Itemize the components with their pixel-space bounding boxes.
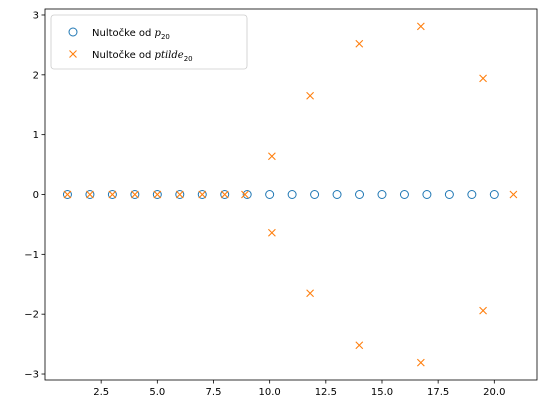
x-marker-stroke [416, 22, 425, 31]
p20-root-point [355, 190, 365, 199]
x-marker-stroke [153, 190, 162, 199]
y-tick-label: 2 [33, 70, 39, 81]
p20-root-point [85, 190, 95, 199]
ptilde20-root-point [268, 228, 276, 237]
y-tick-label: −3 [24, 370, 39, 381]
legend-label-text: Nultočke od [92, 27, 155, 39]
legend-label-subscript: 20 [161, 33, 170, 41]
x-marker-stroke [86, 190, 94, 199]
p20-root-point [287, 190, 297, 199]
x-tick-label: 2.5 [93, 387, 109, 398]
y-axis: −3 −2 −1 0 1 2 3 [24, 10, 45, 381]
legend-marker [68, 27, 78, 37]
p20-root-point [220, 190, 230, 199]
p20-root-point [422, 190, 432, 199]
x-marker-stroke [108, 190, 117, 199]
p20-root-point [332, 190, 342, 199]
ptilde20-root-point [355, 341, 364, 350]
p20-root-point [242, 190, 252, 199]
ptilde20-root-point [220, 190, 229, 199]
ptilde20-root-point [416, 358, 425, 367]
x-marker-stroke [355, 341, 364, 350]
ptilde20-root-point [306, 289, 314, 298]
p20-root-point [489, 190, 499, 199]
x-marker-stroke [479, 306, 487, 315]
x-tick-label: 15.0 [371, 387, 393, 398]
plot-frame [44, 8, 538, 381]
x-marker-stroke [355, 39, 364, 48]
x-marker-stroke [306, 91, 314, 100]
ptilde20-root-point [241, 190, 249, 199]
p20-root-point [310, 190, 320, 199]
plot-area [44, 8, 538, 381]
x-marker-stroke [268, 228, 276, 237]
ptilde20-root-point [130, 190, 139, 199]
ptilde20-root-point [108, 190, 117, 199]
y-tick-label: −2 [24, 310, 39, 321]
x-marker-stroke [268, 152, 276, 161]
x-marker-stroke [175, 190, 184, 199]
legend-label-subscript: 20 [184, 55, 193, 63]
p20-root-point [265, 190, 275, 199]
p20-root-point [175, 190, 185, 199]
series-1 [62, 190, 499, 199]
ptilde20-root-point [153, 190, 162, 199]
p20-root-point [399, 190, 409, 199]
x-tick-label: 12.5 [315, 387, 337, 398]
legend-box [50, 14, 248, 70]
x-tick-label: 20.0 [483, 387, 505, 398]
ptilde20-root-point [479, 306, 487, 315]
ptilde20-root-point [63, 190, 72, 199]
legend-marker [69, 50, 77, 58]
x-marker-stroke [509, 190, 518, 199]
ptilde20-root-point [86, 190, 94, 199]
data-markers [62, 22, 518, 367]
x-marker-stroke [479, 74, 487, 83]
ptilde20-root-point [509, 190, 518, 199]
x-marker-stroke [198, 190, 207, 199]
p20-root-point [377, 190, 387, 199]
x-marker-stroke [130, 190, 139, 199]
legend-label-2: Nultočke od ptilde20 [92, 49, 193, 63]
x-marker-stroke [241, 190, 249, 199]
legend-label-1: Nultočke od p20 [92, 27, 170, 41]
p20-root-point [107, 190, 117, 199]
x-tick-label: 5.0 [149, 387, 165, 398]
x-tick-label: 17.5 [427, 387, 449, 398]
p20-root-point [62, 190, 72, 199]
x-tick-label: 10.0 [259, 387, 281, 398]
legend-label-math: p [155, 28, 162, 39]
p20-root-point [152, 190, 162, 199]
ptilde20-root-point [306, 91, 314, 100]
series-2 [63, 22, 518, 367]
x-marker-stroke [69, 50, 77, 58]
x-marker-stroke [220, 190, 229, 199]
p20-root-point [467, 190, 477, 199]
p20-root-point [197, 190, 207, 199]
ptilde20-root-point [175, 190, 184, 199]
y-tick-label: 3 [33, 10, 39, 21]
p20-root-point [130, 190, 140, 199]
ptilde20-root-point [198, 190, 207, 199]
x-marker-stroke [306, 289, 314, 298]
x-tick-label: 7.5 [206, 387, 222, 398]
ptilde20-root-point [355, 39, 364, 48]
y-tick-label: 1 [33, 130, 39, 141]
legend-label-text: Nultočke od [92, 49, 155, 61]
ptilde20-root-point [479, 74, 487, 83]
p20-root-point [444, 190, 454, 199]
legend-label-math: ptilde [155, 50, 184, 61]
y-tick-label: 0 [33, 190, 39, 201]
x-marker-stroke [63, 190, 72, 199]
x-marker-stroke [416, 358, 425, 367]
y-tick-label: −1 [24, 250, 39, 261]
x-axis: 2.5 5.0 7.5 10.0 12.5 15.0 17.5 20.0 [93, 380, 505, 398]
ptilde20-root-point [416, 22, 425, 31]
ptilde20-root-point [268, 152, 276, 161]
